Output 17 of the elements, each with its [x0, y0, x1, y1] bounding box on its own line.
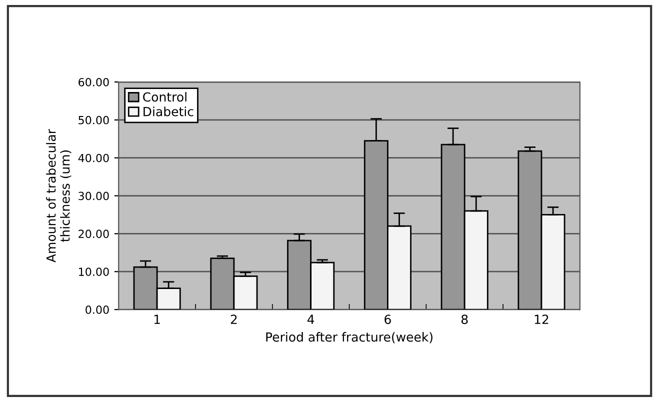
y-tick-label: 40.00: [78, 154, 109, 162]
y-tick-label: 0.00: [86, 306, 109, 314]
y-axis-title: Amount of trabecular thickness (um): [46, 129, 72, 262]
y-tick-label: 20.00: [78, 230, 109, 238]
y-tick-label: 50.00: [78, 116, 109, 124]
x-tick-label: 1: [154, 314, 160, 324]
y-tick-label: 10.00: [79, 268, 109, 276]
x-tick-label: 4: [307, 314, 314, 324]
x-tick-label: 8: [461, 314, 468, 324]
y-tick-label: 60.00: [78, 78, 109, 86]
x-tick-label: 2: [230, 314, 237, 324]
legend-label: Control: [143, 92, 186, 102]
x-tick-label: 6: [384, 314, 391, 324]
legend-label: Diabetic: [144, 106, 194, 116]
y-tick-label: 30.00: [78, 192, 109, 200]
x-tick-label: 12: [534, 314, 548, 324]
x-axis-title: Period after fracture(week): [266, 332, 432, 344]
